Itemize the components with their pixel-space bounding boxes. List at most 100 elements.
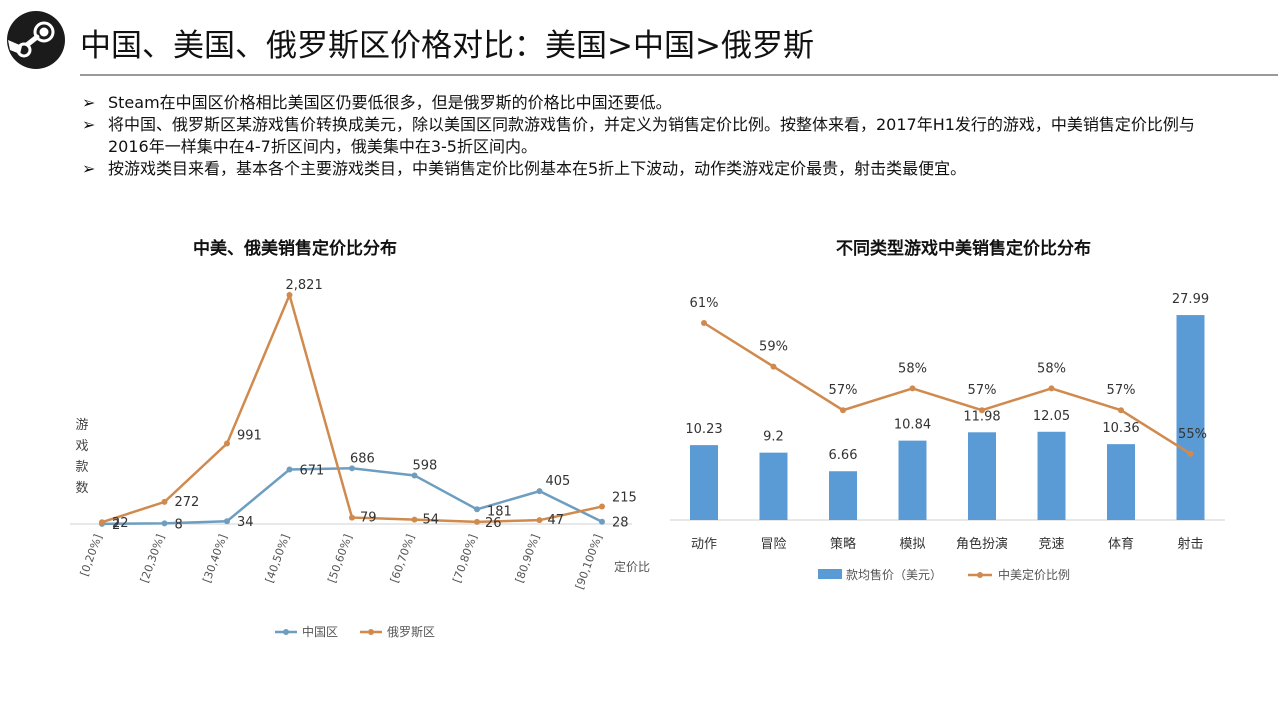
y-axis-label: 数 [75,481,88,496]
x-tick-label: 体育 [1108,536,1134,552]
legend-label: 中美定价比例 [998,567,1070,582]
bullet-text: Steam在中国区价格相比美国区仍要低很多，但是俄罗斯的价格比中国还要低。 [108,93,672,112]
ratio-point [1187,450,1194,457]
legend-marker [368,629,374,635]
data-label: 34 [237,515,254,530]
y-axis-label: 游 [75,418,88,433]
y-axis-label: 款 [75,460,88,475]
data-point [411,472,418,479]
legend-marker [283,629,289,635]
bar [1037,431,1066,520]
ratio-point [1048,385,1055,392]
data-point [349,465,355,472]
bar [898,440,927,520]
data-label: 22 [112,516,129,531]
data-point [349,514,355,521]
data-label: 272 [175,495,200,510]
bullet-marker: ➢ [82,115,96,134]
ratio-point [701,320,707,326]
x-tick-label: [70,80%] [450,533,479,585]
data-point [536,517,543,524]
right-chart-title: 不同类型游戏中美销售定价比分布 [836,239,1091,259]
y-axis-label: 戏 [75,439,88,454]
ratio-label: 61% [690,296,719,311]
bullet-list: ➢ Steam在中国区价格相比美国区仍要低很多，但是俄罗斯的价格比中国还要低。 ➢… [82,92,1232,180]
data-label: 8 [175,517,183,532]
data-point [286,466,293,473]
ratio-label: 57% [1107,383,1136,398]
legend-label: 中国区 [302,624,338,639]
data-label: 598 [413,458,438,473]
data-label: 54 [423,513,440,528]
ratio-point [979,407,985,414]
ratio-point [840,407,846,414]
x-tick-label: 角色扮演 [956,536,1008,552]
bar [968,432,996,520]
x-tick-label: [0,20%] [78,533,105,578]
ratio-label: 58% [898,361,927,376]
bullet-text: 将中国、俄罗斯区某游戏售价转换成美元，除以美国区同款游戏售价，并定义为销售定价比… [108,115,1195,156]
ratio-label: 55% [1178,427,1207,442]
data-point [224,440,230,447]
data-label: 26 [485,516,502,531]
data-label: 2 [112,518,120,533]
data-point [161,498,168,505]
data-point [599,518,605,525]
data-point [474,506,480,513]
data-point [411,516,418,523]
bar-value-label: 12.05 [1033,409,1070,424]
ratio-point [1118,407,1124,414]
data-label: 47 [548,513,565,528]
data-point [474,518,480,525]
bar [1107,444,1135,520]
bar [690,445,718,520]
data-label: 405 [546,474,571,489]
bullet-marker: ➢ [82,93,96,112]
bullet-item: ➢ Steam在中国区价格相比美国区仍要低很多，但是俄罗斯的价格比中国还要低。 [82,92,1232,114]
data-label: 991 [237,429,262,444]
x-tick-label: [60,70%] [388,533,417,585]
x-tick-label: [30,40%] [200,533,229,585]
data-label: 2,821 [286,278,323,293]
right-combo-chart: 10.23 9.2 6.66 10.84 11.98 12.05 10.36 27.99 61%… [670,292,1225,582]
x-tick-label: 冒险 [760,537,786,552]
data-point [599,503,605,510]
bar-value-label: 10.36 [1102,421,1139,436]
left-chart-title: 中美、俄美销售定价比分布 [193,239,397,259]
bullet-marker: ➢ [82,159,96,178]
legend-label: 俄罗斯区 [387,625,435,639]
data-point [536,488,543,495]
x-tick-label: [40,50%] [263,533,292,585]
bar-value-label: 9.2 [763,430,784,445]
series-line-1 [101,291,603,524]
x-tick-label: 动作 [691,537,717,552]
bullet-item: ➢ 按游戏类目来看，基本各个主要游戏类目，中美销售定价比例基本在5折上下波动，动作… [82,158,1232,180]
x-tick-label: [20,30%] [138,533,167,585]
data-label: 671 [300,464,325,479]
ratio-label: 59% [759,340,788,355]
bar-value-label: 27.99 [1172,292,1209,307]
bar [1176,315,1205,520]
data-point [161,520,168,527]
title-divider [80,74,1278,76]
x-tick-label: [80,90%] [513,533,542,585]
data-label: 79 [360,511,377,526]
bar [759,452,788,520]
page-title: 中国、美国、俄罗斯区价格对比：美国>中国>俄罗斯 [80,28,814,64]
legend-label: 款均售价（美元） [846,567,942,582]
ratio-label: 58% [1037,361,1066,376]
data-label: 181 [487,504,512,519]
x-axis-label: 定价比 [614,559,650,574]
x-tick-label: [90,100%] [573,533,605,592]
ratio-point [909,385,916,392]
steam-logo-icon [7,11,65,69]
data-point [286,292,293,298]
x-tick-label: 策略 [830,536,856,552]
data-label: 215 [612,491,637,506]
bar-value-label: 6.66 [829,448,858,463]
bullet-item: ➢ 将中国、俄罗斯区某游戏售价转换成美元，除以美国区同款游戏售价，并定义为销售定价… [82,114,1232,158]
x-tick-label: 模拟 [899,537,925,552]
data-label: 686 [350,451,375,466]
bar [829,471,857,520]
bar-value-label: 10.84 [894,418,931,433]
